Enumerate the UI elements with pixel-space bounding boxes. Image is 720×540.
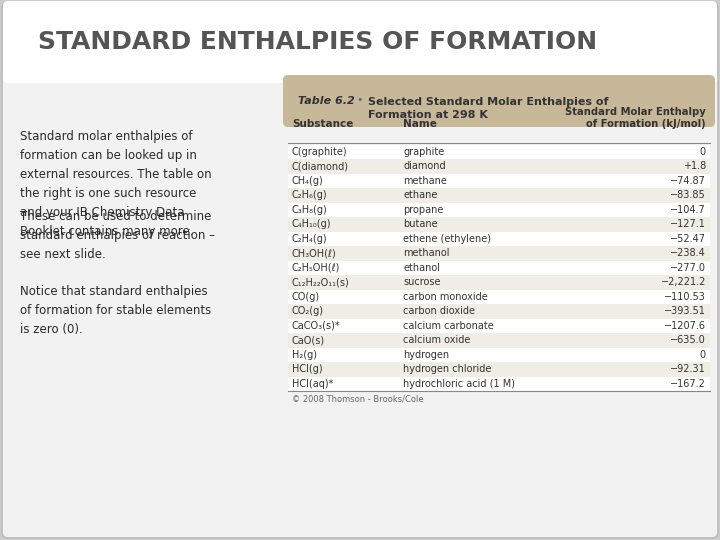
Text: methane: methane: [403, 176, 447, 186]
Text: ethanol: ethanol: [403, 263, 440, 273]
Bar: [288, 159, 710, 173]
Bar: [288, 348, 710, 362]
Text: −635.0: −635.0: [670, 335, 706, 345]
Text: ethene (ethylene): ethene (ethylene): [403, 234, 491, 244]
Text: Standard molar enthalpies of
formation can be looked up in
external resources. T: Standard molar enthalpies of formation c…: [20, 130, 212, 238]
Text: C₂H₅OH(ℓ): C₂H₅OH(ℓ): [292, 263, 341, 273]
Text: −127.1: −127.1: [670, 219, 706, 230]
Text: −83.85: −83.85: [670, 190, 706, 200]
Text: C₃H₈(g): C₃H₈(g): [292, 205, 328, 215]
Text: C(diamond): C(diamond): [292, 161, 349, 171]
Bar: [288, 202, 710, 217]
Bar: [288, 319, 710, 333]
Text: 0: 0: [700, 350, 706, 360]
Text: calcium oxide: calcium oxide: [403, 335, 470, 345]
Text: CH₄(g): CH₄(g): [292, 176, 324, 186]
Text: CO₂(g): CO₂(g): [292, 306, 324, 316]
Text: carbon dioxide: carbon dioxide: [403, 306, 475, 316]
Text: Selected Standard Molar Enthalpies of
Formation at 298 K: Selected Standard Molar Enthalpies of Fo…: [368, 97, 608, 120]
Text: Standard Molar Enthalpy
of Formation (kJ/mol): Standard Molar Enthalpy of Formation (kJ…: [565, 106, 706, 129]
Text: −277.0: −277.0: [670, 263, 706, 273]
Text: sucrose: sucrose: [403, 277, 441, 287]
Text: −52.47: −52.47: [670, 234, 706, 244]
Text: −110.53: −110.53: [664, 292, 706, 302]
Text: These can be used to determine
standard enthalpies of reaction –
see next slide.: These can be used to determine standard …: [20, 210, 215, 261]
Text: −104.7: −104.7: [670, 205, 706, 215]
Bar: [288, 232, 710, 246]
Bar: [288, 188, 710, 202]
Bar: [288, 173, 710, 188]
Text: hydrogen chloride: hydrogen chloride: [403, 364, 491, 374]
Text: hydrogen: hydrogen: [403, 350, 449, 360]
Text: methanol: methanol: [403, 248, 449, 258]
Text: carbon monoxide: carbon monoxide: [403, 292, 487, 302]
Text: H₂(g): H₂(g): [292, 350, 317, 360]
Text: •: •: [356, 95, 362, 105]
FancyBboxPatch shape: [3, 1, 717, 83]
Bar: [288, 376, 710, 391]
Bar: [8, 8, 712, 78]
Text: C₂H₄(g): C₂H₄(g): [292, 234, 328, 244]
Text: © 2008 Thomson - Brooks/Cole: © 2008 Thomson - Brooks/Cole: [292, 394, 423, 403]
Bar: [288, 246, 710, 260]
Text: calcium carbonate: calcium carbonate: [403, 321, 494, 330]
Text: C(graphite): C(graphite): [292, 147, 348, 157]
Text: C₁₂H₂₂O₁₁(s): C₁₂H₂₂O₁₁(s): [292, 277, 350, 287]
Text: −393.51: −393.51: [664, 306, 706, 316]
Text: graphite: graphite: [403, 147, 444, 157]
FancyBboxPatch shape: [283, 75, 715, 127]
Text: propane: propane: [403, 205, 444, 215]
Bar: [288, 333, 710, 348]
Text: −1207.6: −1207.6: [664, 321, 706, 330]
Bar: [288, 145, 710, 159]
Text: diamond: diamond: [403, 161, 446, 171]
Text: CaO(s): CaO(s): [292, 335, 325, 345]
Text: Substance: Substance: [292, 119, 354, 129]
Bar: [288, 362, 710, 376]
Text: hydrochloric acid (1 M): hydrochloric acid (1 M): [403, 379, 515, 389]
Text: −2,221.2: −2,221.2: [661, 277, 706, 287]
Bar: [288, 217, 710, 232]
Text: CH₃OH(ℓ): CH₃OH(ℓ): [292, 248, 337, 258]
Text: CO(g): CO(g): [292, 292, 320, 302]
Text: −74.87: −74.87: [670, 176, 706, 186]
Text: HCl(aq)*: HCl(aq)*: [292, 379, 333, 389]
Text: Table 6.2: Table 6.2: [298, 96, 355, 106]
Text: Name: Name: [403, 119, 437, 129]
Text: −238.4: −238.4: [670, 248, 706, 258]
Text: CaCO₃(s)*: CaCO₃(s)*: [292, 321, 341, 330]
Text: Notice that standard enthalpies
of formation for stable elements
is zero (0).: Notice that standard enthalpies of forma…: [20, 285, 211, 336]
Text: ethane: ethane: [403, 190, 437, 200]
Text: STANDARD ENTHALPIES OF FORMATION: STANDARD ENTHALPIES OF FORMATION: [38, 30, 597, 54]
Bar: [288, 275, 710, 289]
Text: C₂H₆(g): C₂H₆(g): [292, 190, 328, 200]
Text: −167.2: −167.2: [670, 379, 706, 389]
Text: HCl(g): HCl(g): [292, 364, 323, 374]
Text: butane: butane: [403, 219, 438, 230]
Text: C₄H₁₀(g): C₄H₁₀(g): [292, 219, 331, 230]
Bar: [288, 289, 710, 304]
Text: 0: 0: [700, 147, 706, 157]
Bar: [288, 260, 710, 275]
Bar: [288, 304, 710, 319]
Text: −92.31: −92.31: [670, 364, 706, 374]
Text: +1.8: +1.8: [683, 161, 706, 171]
